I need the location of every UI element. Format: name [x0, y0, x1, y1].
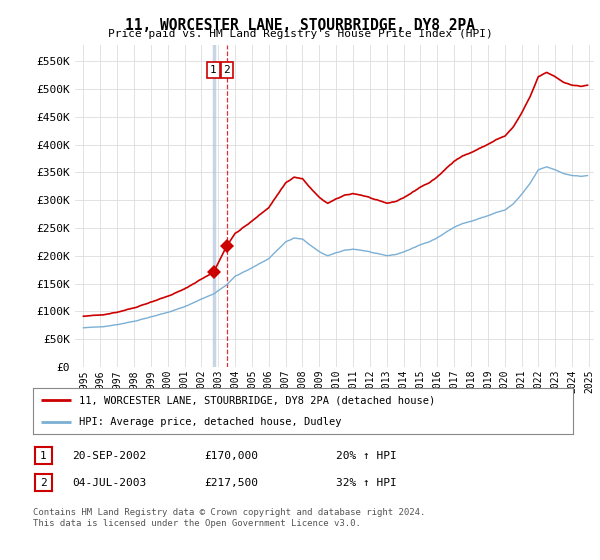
Text: 11, WORCESTER LANE, STOURBRIDGE, DY8 2PA: 11, WORCESTER LANE, STOURBRIDGE, DY8 2PA	[125, 18, 475, 33]
Text: £170,000: £170,000	[204, 451, 258, 461]
Text: HPI: Average price, detached house, Dudley: HPI: Average price, detached house, Dudl…	[79, 417, 341, 427]
Text: Price paid vs. HM Land Registry's House Price Index (HPI): Price paid vs. HM Land Registry's House …	[107, 29, 493, 39]
Text: £217,500: £217,500	[204, 478, 258, 488]
Text: 11, WORCESTER LANE, STOURBRIDGE, DY8 2PA (detached house): 11, WORCESTER LANE, STOURBRIDGE, DY8 2PA…	[79, 395, 435, 405]
Text: 20% ↑ HPI: 20% ↑ HPI	[336, 451, 397, 461]
Text: 1: 1	[210, 65, 217, 75]
Text: 20-SEP-2002: 20-SEP-2002	[72, 451, 146, 461]
Text: Contains HM Land Registry data © Crown copyright and database right 2024.
This d: Contains HM Land Registry data © Crown c…	[33, 508, 425, 528]
Text: 04-JUL-2003: 04-JUL-2003	[72, 478, 146, 488]
Text: 32% ↑ HPI: 32% ↑ HPI	[336, 478, 397, 488]
Text: 2: 2	[223, 65, 230, 75]
Text: 2: 2	[40, 478, 47, 488]
Text: 1: 1	[40, 451, 47, 461]
